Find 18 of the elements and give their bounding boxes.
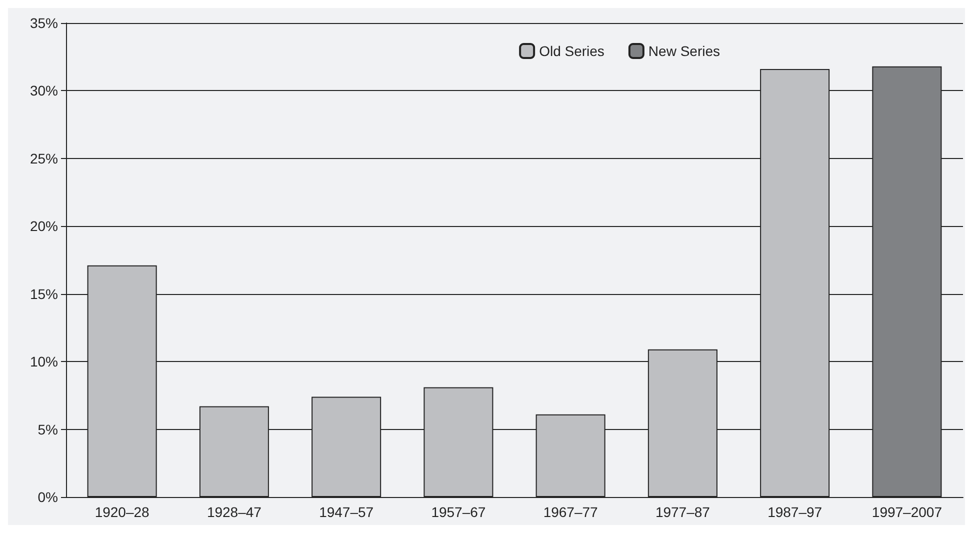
x-tick-label: 1977–87 <box>655 504 710 520</box>
x-tick-label: 1967–77 <box>543 504 598 520</box>
y-tick-label: 20% <box>30 218 58 234</box>
x-tick-label: 1957–67 <box>431 504 486 520</box>
legend-label: Old Series <box>539 43 604 59</box>
y-tick-label: 30% <box>30 82 58 99</box>
x-tick-label: 1928–47 <box>206 504 262 520</box>
y-tick-label: 5% <box>38 421 58 438</box>
legend-label: New Series <box>648 43 720 59</box>
x-tick-label: 1997–2007 <box>872 504 942 520</box>
x-tick-label: 1987–97 <box>768 504 822 520</box>
y-tick-label: 15% <box>30 286 58 302</box>
y-tick-label: 10% <box>30 354 58 370</box>
y-tick-label: 0% <box>38 489 58 505</box>
x-tick-label: 1947–57 <box>319 504 374 520</box>
x-tick-label: 1920–28 <box>94 504 150 520</box>
y-tick-label: 35% <box>30 15 58 31</box>
y-tick-label: 25% <box>30 150 58 166</box>
